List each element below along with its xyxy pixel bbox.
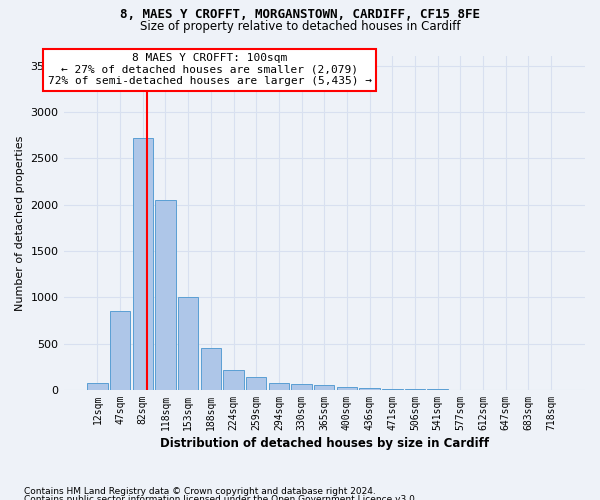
Bar xyxy=(359,388,380,390)
Bar xyxy=(246,377,266,390)
Bar xyxy=(200,348,221,390)
Bar xyxy=(87,383,107,390)
Bar xyxy=(337,387,357,390)
Bar xyxy=(133,138,153,390)
Y-axis label: Number of detached properties: Number of detached properties xyxy=(15,136,25,311)
Bar xyxy=(314,385,334,390)
Text: Contains HM Land Registry data © Crown copyright and database right 2024.: Contains HM Land Registry data © Crown c… xyxy=(24,488,376,496)
Bar xyxy=(110,311,130,390)
Text: 8 MAES Y CROFFT: 100sqm
← 27% of detached houses are smaller (2,079)
72% of semi: 8 MAES Y CROFFT: 100sqm ← 27% of detache… xyxy=(47,53,371,86)
Text: Contains public sector information licensed under the Open Government Licence v3: Contains public sector information licen… xyxy=(24,495,418,500)
Bar xyxy=(382,389,403,390)
Text: Size of property relative to detached houses in Cardiff: Size of property relative to detached ho… xyxy=(140,20,460,33)
Text: 8, MAES Y CROFFT, MORGANSTOWN, CARDIFF, CF15 8FE: 8, MAES Y CROFFT, MORGANSTOWN, CARDIFF, … xyxy=(120,8,480,20)
Bar xyxy=(223,370,244,390)
Bar xyxy=(269,382,289,390)
Bar xyxy=(178,298,199,390)
Bar xyxy=(292,384,312,390)
Bar xyxy=(155,200,176,390)
X-axis label: Distribution of detached houses by size in Cardiff: Distribution of detached houses by size … xyxy=(160,437,489,450)
